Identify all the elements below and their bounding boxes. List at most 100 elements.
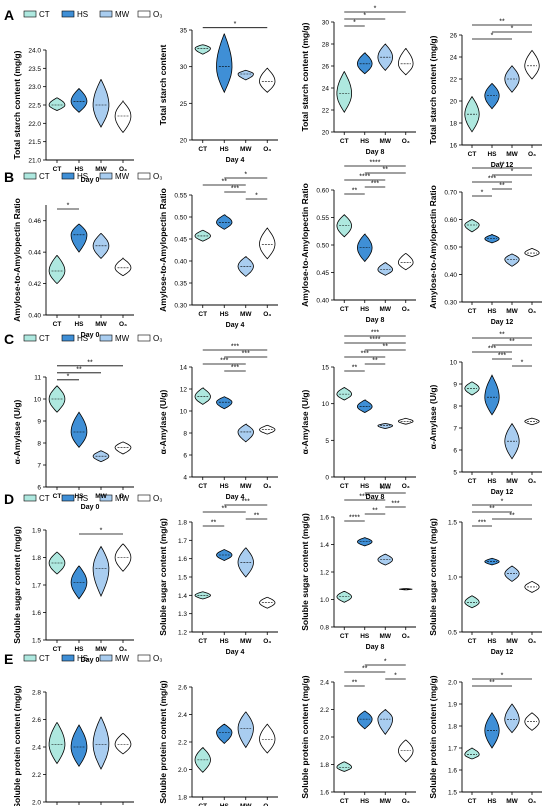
x-tick-label: O₃ [119,646,127,653]
chart-panel: 21.0 21.5 22.0 22.5 23.0 23.5 24.0 Total starch… [12,48,134,184]
x-tick-label: MW [379,633,391,640]
y-tick-label: 1.9 [32,528,41,535]
y-tick-label: 7 [37,463,41,470]
y-tick-label: 0.50 [174,215,187,222]
sig-label: *** [478,520,486,527]
violin-ct [336,590,353,603]
sig-label: ** [509,339,515,346]
x-tick-label: O₃ [263,638,271,645]
panel-letter: C [4,331,14,347]
y-tick-label: 9 [453,382,457,389]
legend-label: MW [115,494,130,503]
legend-swatch [99,172,113,180]
legend-label: HS [77,10,88,19]
y-axis-label: Soluble sugar content (mg/g) [158,518,168,636]
y-axis-label: Total starch content (mg/g) [300,22,310,131]
y-tick-label: 1.8 [32,555,41,562]
y-tick-label: 18 [450,121,458,128]
x-axis-label: Day 8 [366,149,385,156]
violin-mw [237,547,254,578]
sig-label: *** [488,176,496,183]
violin-hs [216,396,233,410]
y-tick-label: 0.30 [444,300,457,307]
sig-label: **** [359,494,370,501]
y-tick-label: 0 [325,475,329,482]
legend-swatch [99,654,113,662]
sig-label: * [511,26,514,33]
legend-swatch [23,10,37,18]
x-axis-label: Day 4 [226,649,245,656]
y-tick-label: 0.45 [316,270,329,277]
y-axis-label: Amylose-to-Amylopectin Ratio [300,183,310,307]
violin-ct [464,595,480,609]
x-tick-label: O₃ [119,493,127,500]
violin-ct [464,219,480,233]
y-tick-label: 28 [322,42,330,49]
x-tick-label: O₃ [263,803,271,806]
x-tick-label: CT [340,633,349,640]
legend-swatch [23,334,37,342]
panel-letter: D [4,491,14,507]
y-tick-label: 2.2 [32,772,41,779]
y-tick-label: 10 [34,397,42,404]
x-axis-label: Day 12 [491,319,514,326]
y-tick-label: 20 [450,99,458,106]
violin-o3 [397,252,414,271]
x-tick-label: HS [487,478,497,485]
y-tick-label: 16 [450,143,458,150]
sig-label: *** [231,344,239,351]
legend-label: CT [39,172,50,181]
legend-label: CT [39,10,50,19]
violin-hs [216,214,233,230]
x-tick-label: HS [487,151,497,158]
x-tick-label: MW [379,138,391,145]
y-tick-label: 10 [450,360,458,367]
x-tick-label: CT [340,798,349,805]
y-tick-label: 21.5 [28,139,41,146]
x-tick-label: MW [240,803,252,806]
y-tick-label: 1.4 [178,593,187,600]
sig-label: ** [254,513,260,520]
violin-mw [92,545,110,597]
sig-label: *** [231,365,239,372]
violin-mw [504,253,520,267]
x-tick-label: HS [360,633,370,640]
sig-label: ** [352,680,358,687]
y-tick-label: 0.50 [316,243,329,250]
y-tick-label: 35 [180,28,188,35]
y-axis-label: Soluble sugar content (mg/g) [12,526,22,644]
sig-label: ** [222,179,228,186]
y-axis-label: Total starch content [158,45,168,126]
y-tick-label: 1.6 [320,790,329,797]
sig-label: * [491,33,494,40]
sig-label: * [384,659,387,666]
chart-panel: 0.8 1.0 1.2 1.4 1.6 Soluble sugar content (mg… [300,487,416,651]
violin-ct [336,71,352,113]
legend-swatch [137,334,151,342]
legend-swatch [137,494,151,502]
x-tick-label: MW [506,308,518,315]
y-axis-label: Soluble sugar content (mg/g) [428,518,438,636]
x-axis-label: Day 4 [226,322,245,329]
y-tick-label: 2.0 [32,800,41,806]
y-tick-label: 5 [453,470,457,477]
legend-swatch [99,334,113,342]
legend-label: O₃ [153,10,162,19]
violin-o3 [259,723,276,754]
violin-hs [70,223,88,253]
violin-hs [484,82,500,110]
violin-hs [216,549,233,561]
x-tick-label: MW [379,798,391,805]
legend-label: O₃ [153,494,162,503]
x-tick-label: O₃ [528,798,536,805]
sig-label: ** [383,344,389,351]
chart-panel: 1.2 1.3 1.4 1.5 1.6 1.7 1.8 Soluble sugar conte… [158,499,278,656]
legend-swatch [61,10,75,18]
legend-label: O₃ [153,334,162,343]
y-axis-label: Total starch content (mg/g) [12,50,22,159]
y-tick-label: 0.5 [448,630,457,637]
y-tick-label: 0.55 [316,215,329,222]
y-tick-label: 0.46 [28,218,41,225]
legend-swatch [61,654,75,662]
